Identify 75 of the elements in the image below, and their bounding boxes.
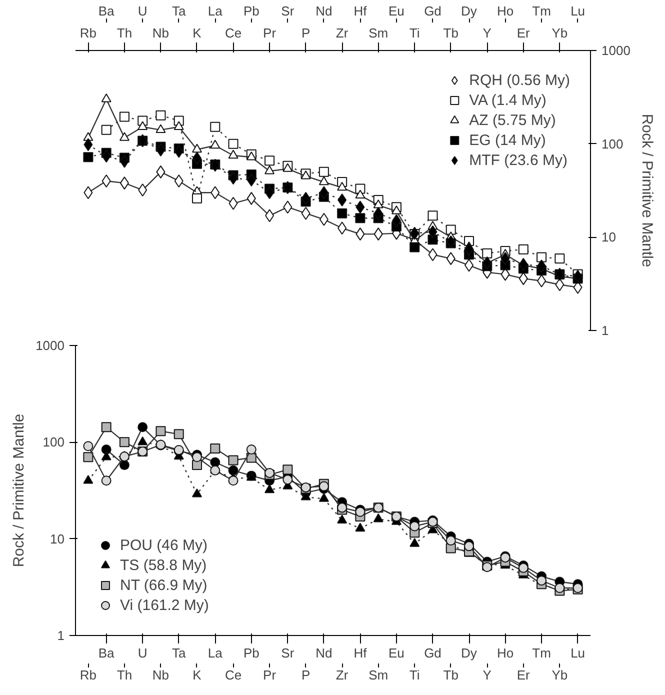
x-tick-label: Hf — [354, 646, 368, 660]
legend-label: Vi (161.2 My) — [120, 596, 209, 614]
x-tick-label: Eu — [388, 4, 404, 18]
y2-tick-label: 10 — [602, 230, 616, 245]
x-tick-label: Lu — [570, 646, 586, 660]
x-tick-label: Eu — [388, 646, 404, 660]
x-tick-label: P — [301, 668, 310, 682]
x-tick-label: Sr — [281, 646, 295, 660]
x-tick-label: Rb — [80, 668, 97, 682]
x-tick-label: Pr — [263, 668, 277, 682]
x-tick-label: Ba — [98, 4, 116, 18]
y2-tick-label: 100 — [602, 136, 624, 152]
legend-label: POU (46 My) — [120, 536, 208, 554]
y-axis-title: Rock / Primitive Mantle — [10, 414, 28, 568]
x-tick-label: La — [208, 646, 224, 660]
x-tick-label: La — [208, 4, 224, 18]
x-tick-label: Lu — [570, 4, 586, 18]
x-tick-label: Y — [482, 26, 492, 40]
x-tick-label: Dy — [461, 4, 478, 18]
x-tick-label: Gd — [424, 4, 442, 18]
y2-tick-label: 1000 — [602, 43, 630, 58]
x-tick-label: Pb — [243, 646, 260, 660]
x-tick-label: Th — [116, 26, 132, 40]
x-tick-label: Th — [116, 668, 132, 682]
x-tick-label: Rb — [80, 26, 97, 40]
legend-label: VA (1.4 My) — [469, 92, 546, 108]
x-tick-label: Nd — [316, 4, 332, 18]
x-tick-label: K — [192, 668, 202, 682]
x-tick-label: Er — [516, 668, 531, 682]
x-tick-label: Hf — [354, 4, 368, 18]
x-tick-label: Tb — [443, 668, 458, 682]
x-tick-label: Ho — [496, 646, 514, 660]
legend-label: RQH (0.56 My) — [469, 72, 570, 88]
x-tick-label: Tm — [532, 4, 551, 18]
x-tick-label: Ta — [172, 4, 186, 18]
x-tick-label: Pb — [243, 4, 260, 18]
x-tick-label: Sm — [368, 26, 388, 40]
legend-label: TS (58.8 My) — [120, 556, 207, 574]
x-tick-label: Ce — [224, 26, 242, 40]
x-tick-label: Er — [516, 26, 531, 40]
x-tick-label: Pr — [263, 26, 277, 40]
x-tick-label: Dy — [461, 646, 478, 660]
legend-label: MTF (23.6 My) — [469, 152, 568, 168]
x-tick-label: Yb — [552, 668, 568, 682]
x-tick-label: Sm — [368, 668, 388, 682]
legend-label: NT (66.9 My) — [120, 576, 208, 594]
x-tick-label: U — [138, 4, 148, 18]
x-tick-label: Nb — [152, 26, 170, 40]
y-tick-label: 1 — [57, 628, 65, 643]
x-tick-label: Tb — [443, 26, 458, 40]
x-tick-label: Gd — [424, 646, 442, 660]
x-tick-label: U — [138, 646, 148, 660]
x-tick-label: Ta — [172, 646, 186, 660]
x-tick-label: Ho — [496, 4, 514, 18]
y-tick-label: 100 — [42, 434, 65, 450]
x-tick-label: Tm — [532, 646, 551, 660]
x-tick-label: Ti — [409, 668, 420, 682]
x-tick-label: Ba — [98, 646, 116, 660]
x-tick-label: Y — [482, 668, 492, 682]
x-tick-label: Sr — [281, 4, 295, 18]
y-tick-label: 1000 — [36, 338, 64, 353]
y-tick-label: 10 — [50, 531, 65, 546]
x-tick-label: Ti — [409, 26, 420, 40]
x-tick-label: Yb — [552, 26, 568, 40]
x-tick-label: P — [301, 26, 310, 40]
x-tick-label: Zr — [336, 26, 349, 40]
y2-tick-label: 1 — [602, 323, 609, 338]
x-tick-label: Nb — [152, 668, 170, 682]
legend-label: EG (14 My) — [469, 132, 546, 148]
x-tick-label: Zr — [336, 668, 349, 682]
x-tick-label: K — [192, 26, 202, 40]
x-tick-label: Ce — [224, 668, 242, 682]
y2-axis-title: Rock / Primitive Mantle — [638, 114, 656, 268]
x-tick-label: Nd — [316, 646, 332, 660]
legend-label: AZ (5.75 My) — [469, 112, 556, 128]
